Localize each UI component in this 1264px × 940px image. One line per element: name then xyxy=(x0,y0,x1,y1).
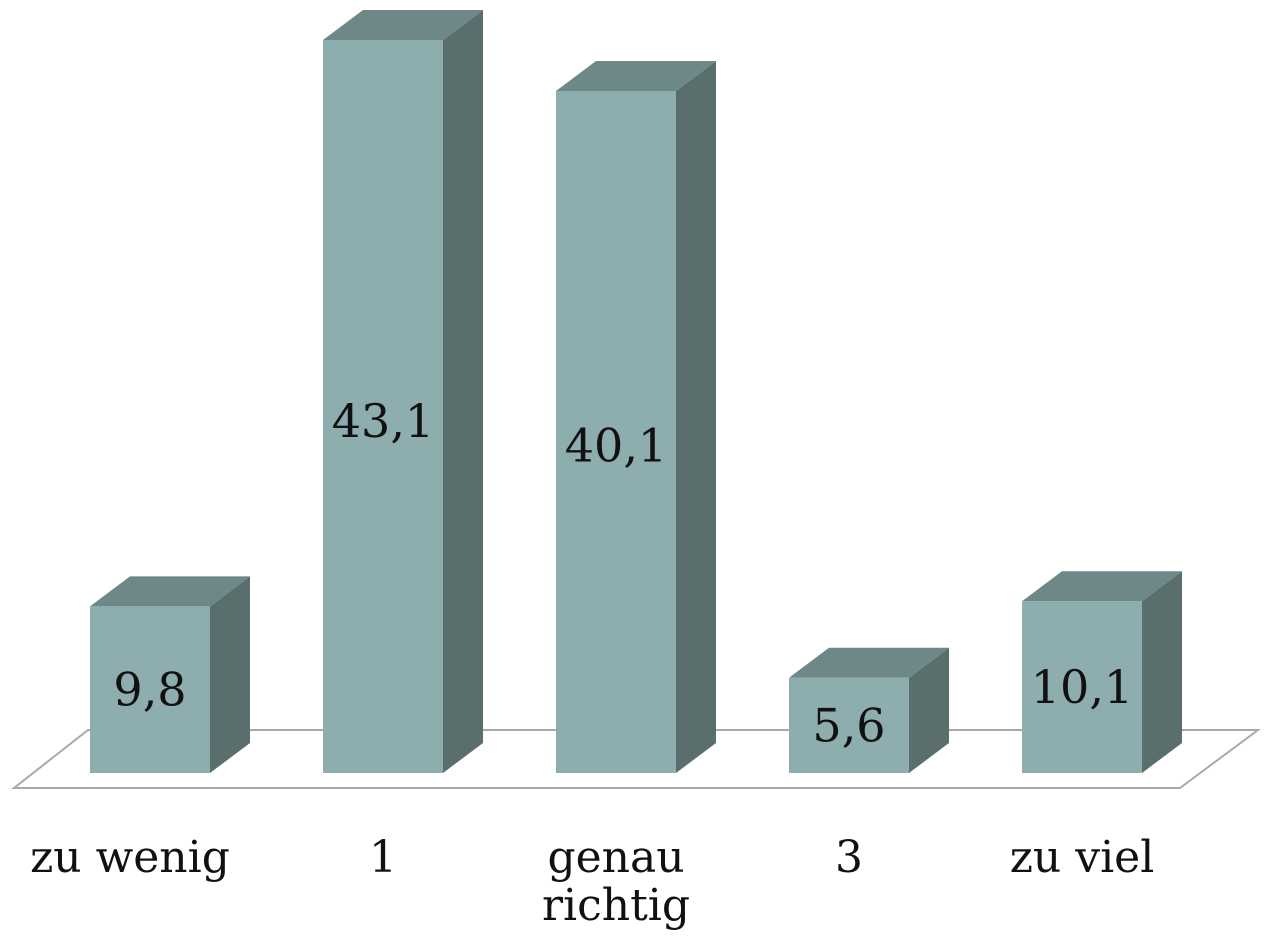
bar-front-4 xyxy=(1022,601,1142,773)
category-label-3: 3 xyxy=(835,832,863,883)
category-label-2: genau richtig xyxy=(542,832,690,931)
bars-group: 9,8 43,1 40,1 5,6 10,1 xyxy=(90,10,1182,774)
bar-front-3 xyxy=(789,677,909,773)
category-label-4: zu viel xyxy=(1010,832,1155,883)
bar-top-4 xyxy=(1022,571,1182,602)
value-label-2: 40,1 xyxy=(565,419,667,473)
category-label-0: zu wenig xyxy=(30,832,230,883)
bar-front-1 xyxy=(323,40,443,773)
bar-side-3 xyxy=(909,647,949,773)
category-label-1: 1 xyxy=(369,832,397,883)
bar-top-2 xyxy=(556,61,716,92)
bar-side-1 xyxy=(443,10,483,773)
category-labels: zu wenig 1 genau richtig 3 zu viel xyxy=(30,832,1154,931)
bar-top-3 xyxy=(789,647,949,678)
bar-top-1 xyxy=(323,10,483,40)
value-label-0: 9,8 xyxy=(113,663,186,717)
bar-side-4 xyxy=(1142,571,1182,773)
bar-front-0 xyxy=(90,606,210,773)
bar-3: 5,6 xyxy=(789,647,949,773)
bar-0: 9,8 xyxy=(90,576,250,773)
bar-2: 40,1 xyxy=(556,61,716,774)
value-label-4: 10,1 xyxy=(1031,660,1133,714)
bar-1: 43,1 xyxy=(323,10,483,773)
bar-4: 10,1 xyxy=(1022,571,1182,773)
bar-front-2 xyxy=(556,91,676,774)
value-label-3: 5,6 xyxy=(812,698,885,752)
bar-top-0 xyxy=(90,576,250,607)
bar-side-0 xyxy=(210,576,250,773)
value-label-1: 43,1 xyxy=(332,394,434,448)
bar-side-2 xyxy=(676,61,716,774)
